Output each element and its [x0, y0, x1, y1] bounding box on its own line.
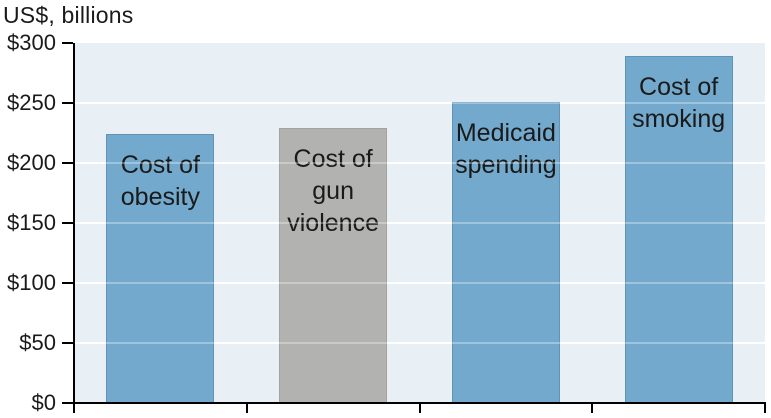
bar-label: Medicaid [455, 118, 556, 147]
gridline-overlay [74, 102, 765, 104]
bar-label: Cost of [120, 151, 200, 180]
y-tick [62, 402, 73, 404]
plot-area: Cost of obesity Cost of gun violence Medicaid… [74, 43, 765, 403]
y-axis-line [73, 43, 75, 413]
y-tick [62, 222, 73, 224]
bar-cost-of-smoking: Cost of smoking [624, 56, 733, 403]
y-tick [62, 162, 73, 164]
bar-label: spending [455, 150, 557, 179]
y-tick-label: $250 [7, 90, 56, 115]
y-tick-label: $200 [7, 150, 56, 175]
gridline-overlay [74, 162, 765, 164]
x-axis-line [73, 402, 766, 404]
bar-label: gun [312, 177, 354, 206]
gridline-overlay [74, 342, 765, 344]
y-tick-label: $100 [7, 270, 56, 295]
y-tick-label: $0 [31, 390, 56, 415]
gridline [74, 342, 765, 344]
bar-label: obesity [120, 183, 200, 212]
y-tick [62, 42, 73, 44]
bar-label: violence [287, 209, 379, 238]
x-tick [764, 404, 766, 413]
y-tick-label: $150 [7, 210, 56, 235]
gridline [74, 282, 765, 284]
bar-label: Cost of [293, 145, 373, 174]
y-tick [62, 282, 73, 284]
bar-medicaid-spending: Medicaid spending [451, 101, 560, 403]
gridline [74, 162, 765, 164]
gridline-overlay [74, 282, 765, 284]
bar-label: smoking [632, 105, 726, 134]
y-tick-label: $50 [19, 330, 56, 355]
gridline-overlay [74, 222, 765, 224]
bar-cost-of-gun-violence: Cost of gun violence [279, 128, 388, 403]
gridline [74, 102, 765, 104]
chart-title: US$, billions [3, 2, 134, 28]
y-tick [62, 342, 73, 344]
x-tick [591, 404, 594, 413]
x-tick [245, 404, 248, 413]
y-tick-label: $300 [7, 30, 56, 55]
y-tick [62, 102, 73, 104]
gridline [74, 222, 765, 224]
x-tick [418, 404, 421, 413]
bar-label: Cost of [639, 73, 719, 102]
bar-cost-of-obesity: Cost of obesity [106, 134, 215, 403]
